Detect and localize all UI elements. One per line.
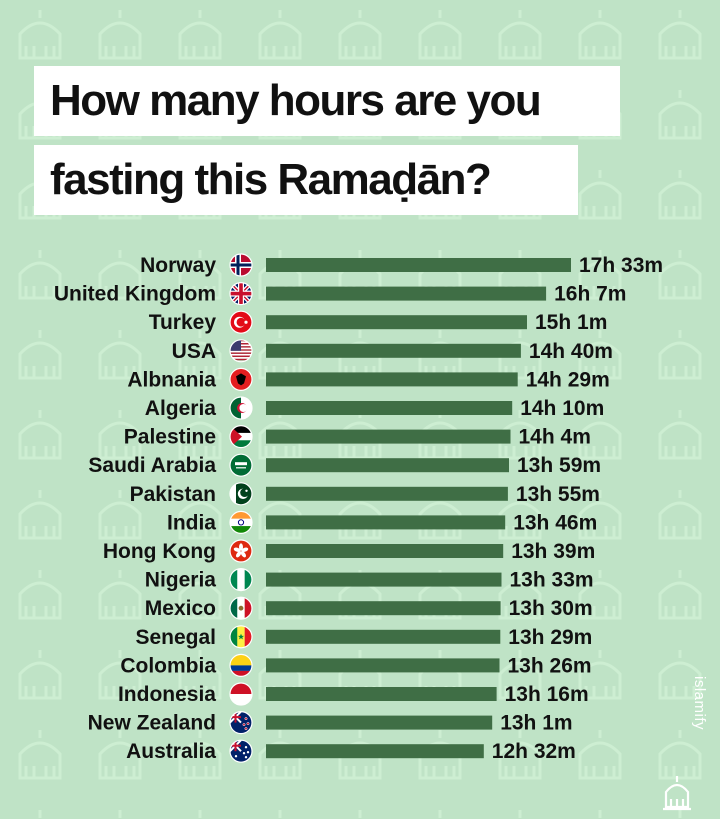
colombia-flag-icon [229, 653, 253, 678]
country-label: New Zealand [88, 712, 216, 735]
title-line-2: fasting this Ramaḍān? [34, 145, 578, 215]
mosque-logo-icon [663, 776, 691, 811]
albania-flag-icon [229, 367, 253, 391]
chart-row: United Kingdom 16h 7m [54, 282, 626, 306]
bar [266, 458, 509, 473]
bar [266, 315, 527, 330]
value-label: 14h 40m [529, 340, 613, 363]
chart-row: India 13h 46m [167, 510, 597, 535]
bar [266, 515, 506, 530]
bar [266, 372, 518, 387]
usa-flag-icon [229, 339, 253, 363]
country-label: Indonesia [118, 683, 216, 706]
value-label: 14h 4m [519, 426, 591, 449]
algeria-flag-icon [229, 396, 253, 420]
chart-row: Algeria 14h 10m [145, 396, 604, 420]
chart-row: Palestine 14h 4m [124, 425, 591, 449]
bar [266, 658, 500, 673]
country-label: Mexico [145, 597, 216, 620]
bar [266, 429, 511, 444]
bar [266, 687, 497, 701]
palestine-flag-icon [229, 425, 253, 449]
bar [266, 343, 521, 358]
country-label: Australia [126, 740, 216, 763]
chart-row: Nigeria 13h 33m [145, 567, 594, 592]
country-label: Senegal [135, 626, 216, 649]
senegal-flag-icon [229, 625, 253, 649]
chart-row: Hong Kong 13h 39m [103, 539, 595, 563]
bar [266, 486, 508, 501]
value-label: 13h 30m [509, 597, 593, 620]
saudi-arabia-flag-icon [229, 453, 253, 477]
value-label: 13h 1m [500, 712, 572, 735]
value-label: 13h 55m [516, 483, 600, 506]
chart-row: Indonesia 13h 16m [118, 682, 589, 706]
india-flag-icon [229, 510, 253, 535]
value-label: 17h 33m [579, 254, 663, 277]
pakistan-flag-icon [229, 482, 253, 506]
chart-row: Senegal 13h 29m [135, 625, 592, 649]
bar [266, 715, 493, 730]
value-label: 15h 1m [535, 311, 607, 334]
watermark-text: islamify [691, 676, 708, 731]
chart-row: Turkey 15h 1m [149, 310, 607, 334]
bar [266, 286, 547, 301]
australia-flag-icon [229, 739, 253, 763]
uk-flag-icon [229, 282, 253, 306]
chart-row: Colombia 13h 26m [120, 653, 592, 678]
chart-row: Australia 12h 32m [126, 739, 576, 763]
hong-kong-flag-icon [229, 539, 253, 563]
chart-row: Saudi Arabia 13h 59m [88, 453, 601, 477]
bar [266, 601, 501, 616]
norway-flag-icon [229, 253, 253, 277]
chart-row: Norway 17h 33m [140, 253, 663, 277]
bar [266, 744, 484, 759]
chart-row: Pakistan 13h 55m [130, 482, 600, 506]
bar [266, 401, 513, 415]
country-label: India [167, 511, 216, 534]
indonesia-flag-icon [229, 682, 253, 706]
value-label: 13h 29m [508, 626, 592, 649]
chart-row: Albnania 14h 29m [127, 367, 610, 391]
bar [266, 258, 571, 272]
country-label: United Kingdom [54, 283, 216, 306]
mexico-flag-icon [229, 596, 253, 620]
value-label: 16h 7m [554, 283, 626, 306]
title-line-1: How many hours are you [34, 66, 620, 136]
value-label: 14h 29m [526, 368, 610, 391]
chart-row: Mexico 13h 30m [145, 596, 593, 620]
bar [266, 544, 504, 558]
bar [266, 629, 501, 644]
country-label: Pakistan [130, 483, 216, 506]
country-label: Albnania [127, 368, 216, 391]
value-label: 13h 33m [510, 569, 594, 592]
chart-row: New Zealand 13h 1m [88, 710, 573, 735]
country-label: Algeria [145, 397, 217, 420]
value-label: 13h 39m [511, 540, 595, 563]
turkey-flag-icon [229, 310, 253, 334]
value-label: 13h 46m [513, 511, 597, 534]
value-label: 12h 32m [492, 740, 576, 763]
country-label: Nigeria [145, 569, 217, 592]
value-label: 13h 26m [508, 654, 592, 677]
country-label: Turkey [149, 311, 217, 334]
chart-row: USA 14h 40m [172, 339, 613, 363]
bar [266, 572, 502, 587]
country-label: Colombia [120, 654, 216, 677]
country-label: Hong Kong [103, 540, 216, 563]
country-label: USA [172, 340, 216, 363]
value-label: 14h 10m [520, 397, 604, 420]
value-label: 13h 59m [517, 454, 601, 477]
country-label: Norway [140, 254, 216, 277]
value-label: 13h 16m [505, 683, 589, 706]
nigeria-flag-icon [229, 567, 253, 592]
new-zealand-flag-icon [229, 710, 253, 735]
country-label: Palestine [124, 426, 216, 449]
country-label: Saudi Arabia [88, 454, 216, 477]
